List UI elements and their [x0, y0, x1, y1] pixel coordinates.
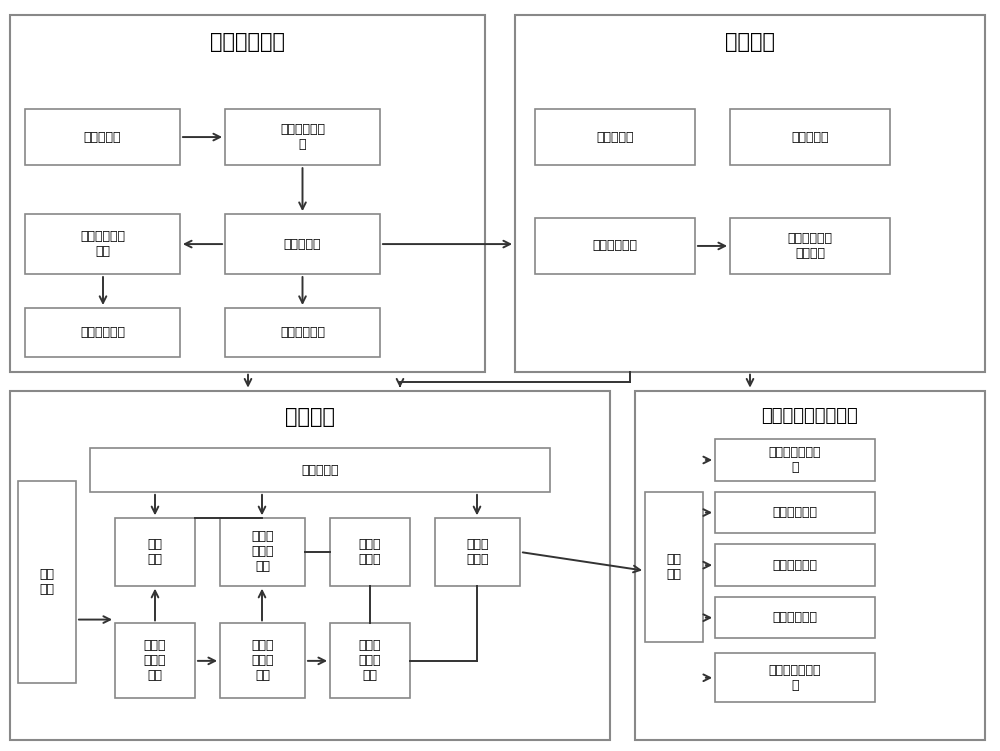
Text: 日志
记录: 日志 记录: [666, 553, 682, 581]
Bar: [715, 597, 875, 638]
Text: 数据集管理: 数据集管理: [284, 237, 321, 251]
Text: 运行管理: 运行管理: [285, 407, 335, 427]
Text: 错误日志查看: 错误日志查看: [772, 506, 817, 519]
Text: 入库消
息队列
管理: 入库消 息队列 管理: [144, 639, 166, 683]
Text: 数据推送实时监
控: 数据推送实时监 控: [769, 664, 821, 692]
Text: 发布队
列消息
出库: 发布队 列消息 出库: [251, 530, 274, 574]
Bar: [25, 308, 180, 357]
Bar: [435, 518, 520, 586]
Bar: [535, 218, 695, 274]
Bar: [225, 214, 380, 274]
Text: 消息
入库: 消息 入库: [148, 538, 162, 566]
Bar: [715, 492, 875, 533]
Text: 发布消
息队列
管理: 发布消 息队列 管理: [251, 639, 274, 683]
Text: 发布者管理: 发布者管理: [596, 131, 634, 143]
Bar: [115, 518, 195, 586]
Bar: [330, 623, 410, 698]
Text: 定义消息队列
工作方式: 定义消息队列 工作方式: [787, 232, 832, 260]
Bar: [515, 15, 985, 372]
Text: 定时器服务: 定时器服务: [301, 463, 339, 477]
Text: 配置管理: 配置管理: [725, 32, 775, 52]
Bar: [535, 109, 695, 165]
Bar: [10, 391, 610, 740]
Text: 数据
接收: 数据 接收: [40, 568, 54, 596]
Text: 入库实时监控: 入库实时监控: [772, 559, 817, 572]
Text: 数据集模板管
理: 数据集模板管 理: [280, 123, 325, 151]
Text: 定义数据存储
标准: 定义数据存储 标准: [80, 230, 125, 258]
Bar: [635, 391, 985, 740]
Text: 正常运行日志查
看: 正常运行日志查 看: [769, 446, 821, 474]
Text: 交换标准发布: 交换标准发布: [280, 326, 325, 339]
Bar: [330, 518, 410, 586]
Bar: [18, 481, 76, 683]
Text: 发布实时监控: 发布实时监控: [772, 611, 817, 624]
Text: 消息推
送服务: 消息推 送服务: [466, 538, 489, 566]
Bar: [25, 214, 180, 274]
Bar: [715, 653, 875, 702]
Bar: [730, 218, 890, 274]
Bar: [10, 15, 485, 372]
Bar: [645, 492, 703, 642]
Bar: [25, 109, 180, 165]
Bar: [220, 623, 305, 698]
Text: 存储标准发布: 存储标准发布: [80, 326, 125, 339]
Bar: [220, 518, 305, 586]
Bar: [730, 109, 890, 165]
Text: 定义消息队列: 定义消息队列: [592, 240, 638, 252]
Bar: [225, 308, 380, 357]
Text: 订阅者管理: 订阅者管理: [791, 131, 829, 143]
Text: 日志记录与监控管理: 日志记录与监控管理: [762, 407, 858, 425]
Text: 订阅规
则服务: 订阅规 则服务: [359, 538, 381, 566]
Bar: [90, 448, 550, 492]
Bar: [225, 109, 380, 165]
Text: 标准规范管理: 标准规范管理: [210, 32, 285, 52]
Text: 订阅消
息队列
管理: 订阅消 息队列 管理: [359, 639, 381, 683]
Bar: [115, 623, 195, 698]
Bar: [715, 544, 875, 586]
Text: 数据元管理: 数据元管理: [84, 131, 121, 143]
Bar: [715, 439, 875, 481]
